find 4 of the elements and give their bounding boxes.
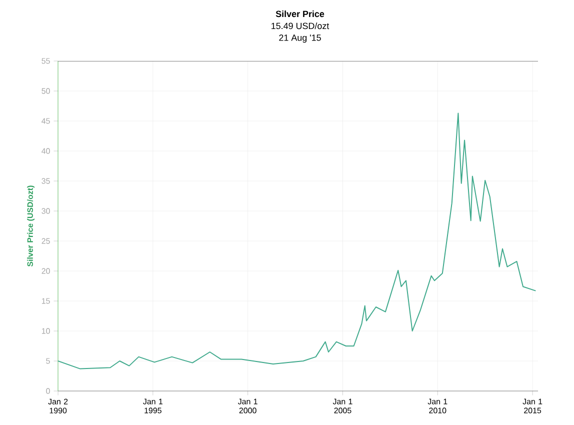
text: 21 Aug '15 xyxy=(279,34,321,43)
line-series xyxy=(58,112,536,370)
chart-subtitle: 15.49 USD/ozt xyxy=(272,22,330,30)
chart-title: Silver Price xyxy=(276,10,324,18)
